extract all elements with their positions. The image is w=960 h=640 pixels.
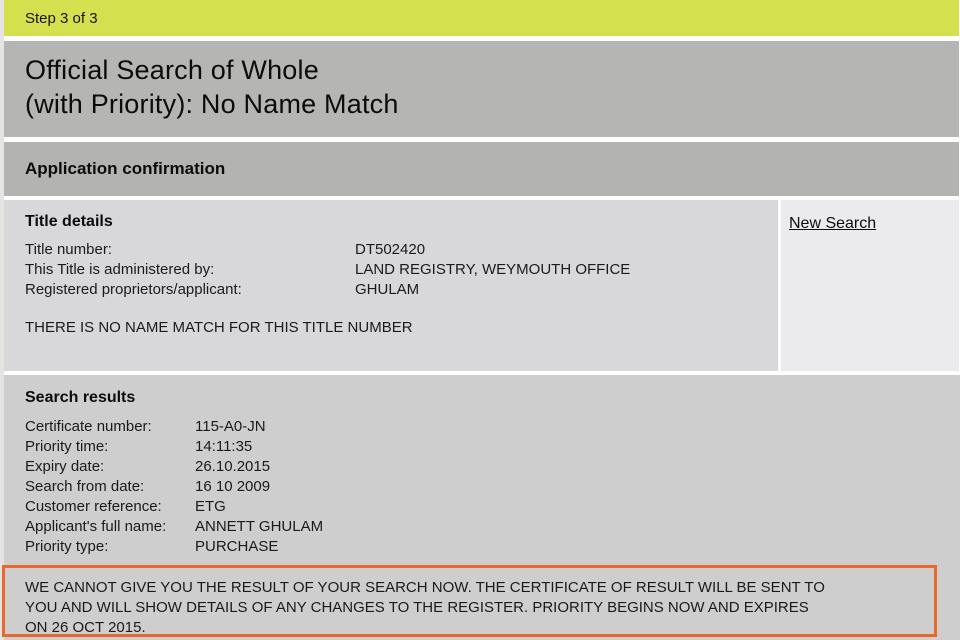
row-value: ANNETT GHULAM: [195, 518, 324, 535]
row-value: 14:11:35: [195, 438, 253, 455]
row-label: Priority time:: [25, 438, 109, 455]
row-value: GHULAM: [355, 281, 420, 298]
step-label: Step 3 of 3: [25, 9, 98, 27]
row-label: This Title is administered by:: [25, 261, 215, 278]
row-label: Expiry date:: [25, 458, 105, 475]
row-label: Registered proprietors/applicant:: [25, 281, 242, 298]
table-row: Expiry date: 26.10.2015: [25, 457, 960, 477]
priority-notice-text: ON 26 OCT 2015.: [25, 619, 146, 636]
left-edge-strip: [0, 0, 4, 640]
row-value: 115-A0-JN: [195, 418, 266, 435]
priority-notice: WE CANNOT GIVE YOU THE RESULT OF YOUR SE…: [2, 565, 937, 637]
table-row: Registered proprietors/applicant: GHULAM: [25, 280, 778, 300]
title-details-panel: Title details Title number: DT502420 Thi…: [4, 200, 778, 371]
title-details-rows: Title number: DT502420 This Title is adm…: [25, 240, 778, 300]
search-results-rows: Certificate number: 115-A0-JN Priority t…: [25, 417, 960, 557]
table-row: Customer reference: ETG: [25, 497, 960, 517]
table-row: Search from date: 16 10 2009: [25, 477, 960, 497]
row-label: Applicant's full name:: [25, 518, 167, 535]
row-label: Search from date:: [25, 478, 145, 495]
side-panel: New Search: [781, 200, 959, 371]
row-label: Title number:: [25, 241, 112, 258]
priority-notice-text: YOU AND WILL SHOW DETAILS OF ANY CHANGES…: [25, 599, 809, 616]
no-match-message: THERE IS NO NAME MATCH FOR THIS TITLE NU…: [25, 319, 413, 336]
table-row: Certificate number: 115-A0-JN: [25, 417, 960, 437]
row-label: Certificate number:: [25, 418, 152, 435]
priority-notice-text: WE CANNOT GIVE YOU THE RESULT OF YOUR SE…: [25, 579, 825, 596]
table-row: Priority time: 14:11:35: [25, 437, 960, 457]
row-value: 26.10.2015: [195, 458, 271, 475]
row-value: LAND REGISTRY, WEYMOUTH OFFICE: [355, 261, 631, 278]
row-value: PURCHASE: [195, 538, 279, 555]
row-value: ETG: [195, 498, 226, 515]
title-details-heading: Title details: [25, 213, 113, 230]
table-row: Title number: DT502420: [25, 240, 778, 260]
row-label: Priority type:: [25, 538, 109, 555]
new-search-link[interactable]: New Search: [789, 215, 877, 232]
page-title-band: Official Search of Whole (with Priority)…: [4, 41, 959, 137]
page-title-line1: Official Search of Whole: [25, 55, 319, 85]
table-row: Priority type: PURCHASE: [25, 537, 960, 557]
step-bar: Step 3 of 3: [4, 0, 959, 36]
search-results-heading: Search results: [25, 389, 136, 406]
page-title-line2: (with Priority): No Name Match: [25, 89, 399, 119]
search-results-panel: Search results Certificate number: 115-A…: [4, 375, 960, 640]
row-label: Customer reference:: [25, 498, 162, 515]
page-title: Official Search of Whole (with Priority)…: [25, 53, 959, 121]
table-row: Applicant's full name: ANNETT GHULAM: [25, 517, 960, 537]
section-header-label: Application confirmation: [25, 159, 226, 178]
row-value: 16 10 2009: [195, 478, 271, 495]
table-row: This Title is administered by: LAND REGI…: [25, 260, 778, 280]
row-value: DT502420: [355, 241, 426, 258]
section-header-bar: Application confirmation: [4, 142, 959, 196]
